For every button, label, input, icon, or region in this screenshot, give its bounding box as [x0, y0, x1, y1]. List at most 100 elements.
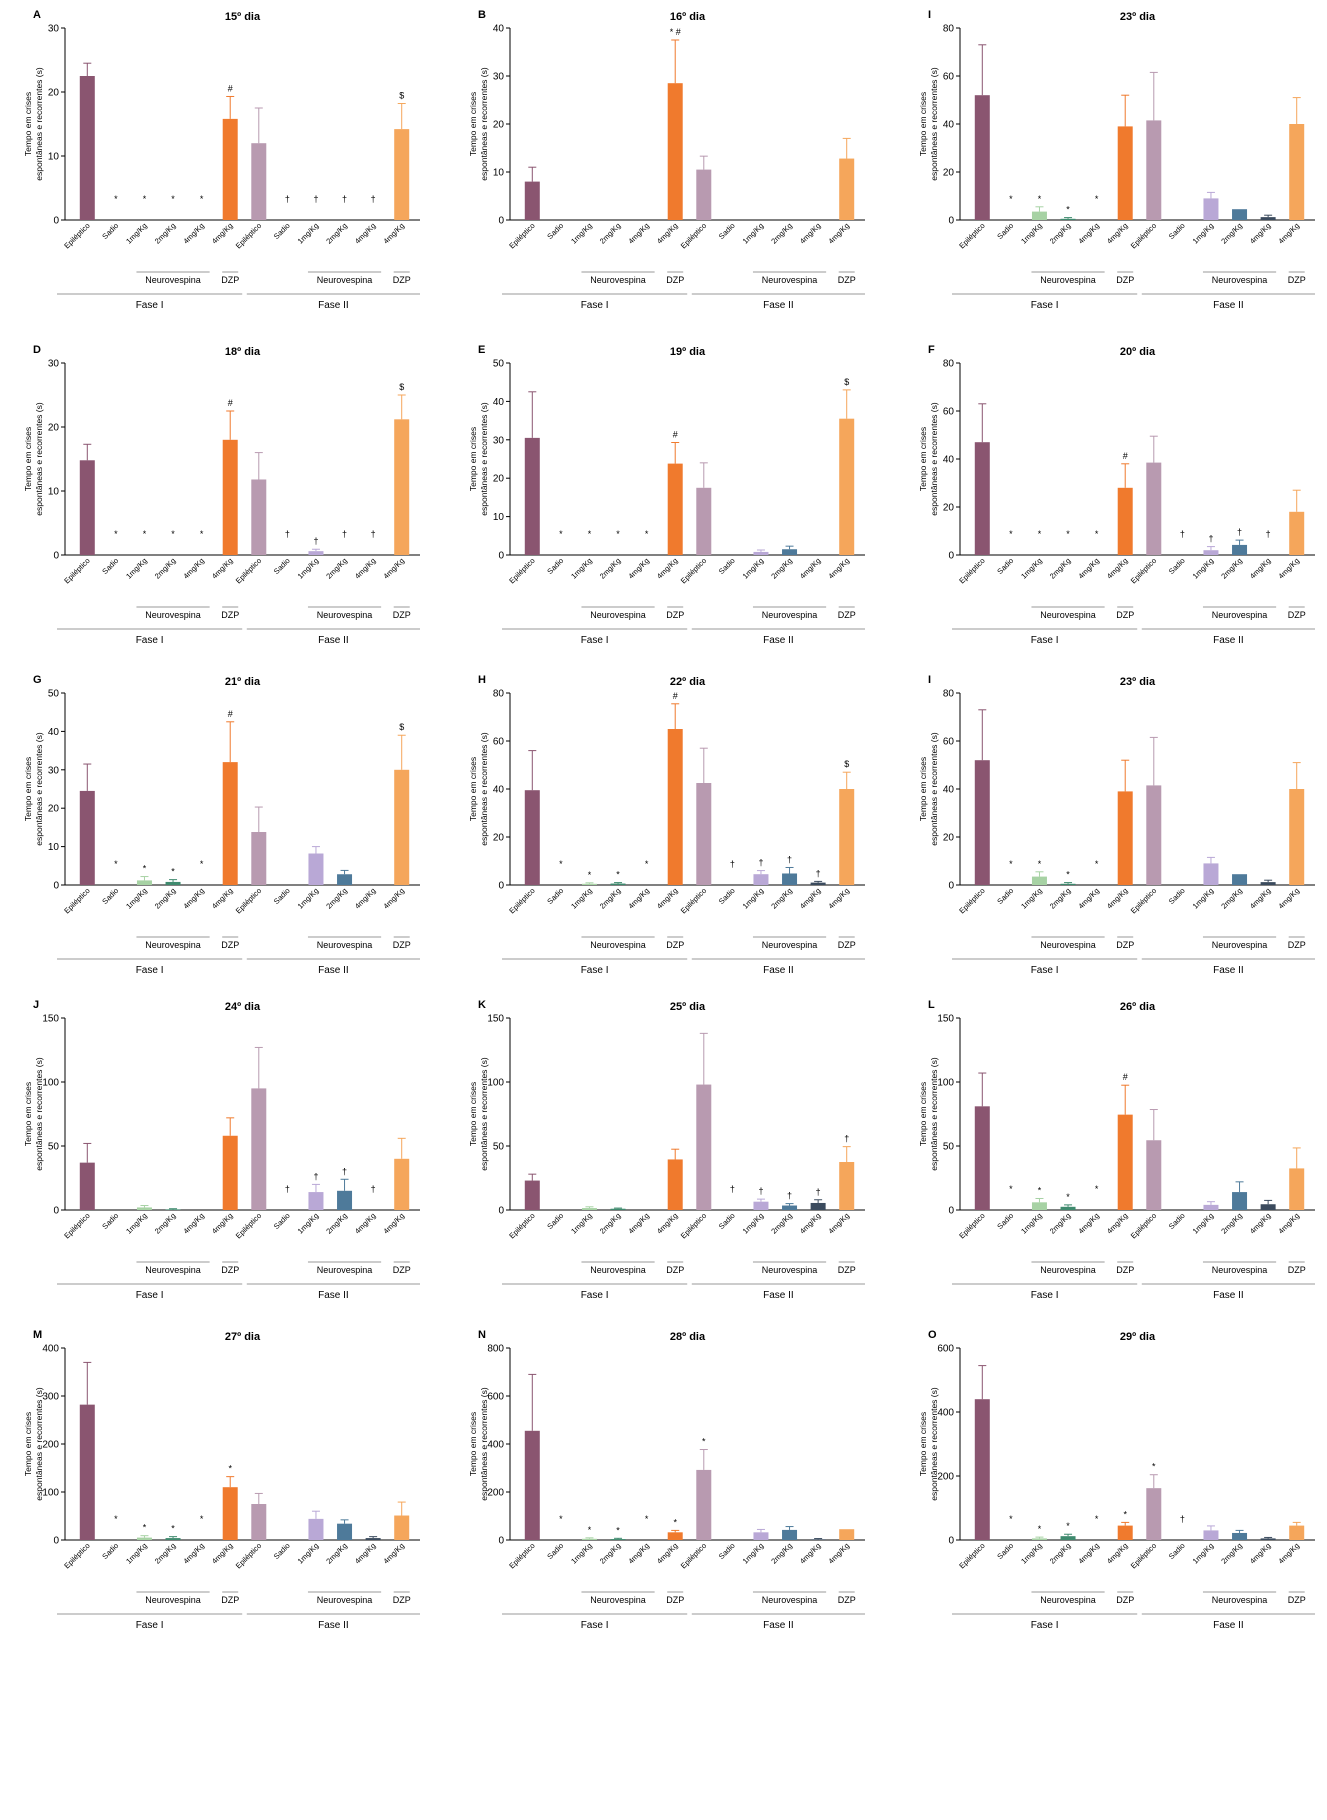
bar-2 [136, 1537, 152, 1540]
bar-5 [667, 83, 683, 220]
panel-letter: I [928, 9, 931, 21]
y-axis-label-line: espontâneas e recorrentes (s) [34, 67, 44, 181]
significance-mark: † [285, 529, 290, 539]
bar-0 [974, 442, 990, 555]
x-tick-label: 1mg/Kg [569, 1541, 594, 1566]
panel-letter: I [928, 674, 931, 686]
y-axis-label: Tempo em crisesespontâneas e recorrentes… [918, 402, 939, 516]
y-tick-label: 40 [493, 24, 505, 35]
significance-mark: † [1266, 529, 1271, 539]
panel-letter: A [33, 9, 41, 21]
x-tick-label: Sadio [995, 1211, 1015, 1231]
y-tick-label: 0 [53, 1206, 59, 1217]
x-tick-label: 4mg/Kg [1076, 221, 1101, 246]
dzp-label: DZP [838, 1265, 856, 1275]
x-tick-label: Epiléptico [234, 221, 263, 250]
significance-mark: # [228, 83, 233, 93]
y-tick-label: 30 [493, 72, 505, 83]
bar-5 [222, 1487, 238, 1540]
significance-mark: * [588, 529, 592, 539]
y-axis-label-line: Tempo em crises [23, 92, 33, 156]
y-tick-label: 0 [948, 216, 954, 227]
x-tick-label: Sadio [545, 556, 565, 576]
dzp-label: DZP [838, 275, 856, 285]
bar-0 [524, 181, 540, 220]
significance-mark: * [616, 870, 620, 880]
x-tick-label: 2mg/Kg [324, 1541, 349, 1566]
x-tick-label: 2mg/Kg [769, 1541, 794, 1566]
bar-11 [1289, 124, 1305, 220]
y-tick-label: 20 [48, 423, 60, 434]
bar-8 [1203, 198, 1219, 220]
bar-5 [222, 762, 238, 885]
significance-mark: * [1066, 529, 1070, 539]
dzp-label: DZP [1116, 1265, 1134, 1275]
y-axis-label-line: espontâneas e recorrentes (s) [34, 1057, 44, 1171]
panel-letter: O [928, 1329, 937, 1341]
y-tick-label: 0 [498, 216, 504, 227]
neurovespina-label: Neurovespina [1212, 940, 1268, 950]
panel-letter: G [33, 674, 42, 686]
dzp-label: DZP [666, 940, 684, 950]
x-tick-label: Sadio [1167, 1541, 1187, 1561]
bar-6 [251, 143, 267, 220]
y-axis-label-line: espontâneas e recorrentes (s) [479, 67, 489, 181]
bar-3 [610, 883, 626, 885]
significance-mark: * [1038, 859, 1042, 869]
chart-panel-i-8: I 23º dia 0 20 40 60 80 Tempo em crisesespontân… [918, 674, 1315, 976]
bar-0 [79, 460, 95, 555]
bar-11 [1289, 1168, 1305, 1210]
significance-mark: † [1208, 534, 1213, 544]
x-tick-label: 4mg/Kg [1248, 1211, 1273, 1236]
x-tick-label: Epiléptico [507, 556, 536, 585]
dzp-label: DZP [1288, 940, 1306, 950]
bar-11 [839, 1529, 855, 1540]
x-tick-label: 4mg/Kg [381, 886, 406, 911]
y-axis-label-line: espontâneas e recorrentes (s) [929, 1057, 939, 1171]
bar-2 [1031, 1202, 1047, 1210]
chart-panel-e-4: E 19º dia 0 10 20 30 40 50 Tempo em crisesespont… [468, 344, 865, 646]
neurovespina-label: Neurovespina [590, 610, 646, 620]
panel-letter: J [33, 999, 39, 1011]
x-tick-label: Sadio [272, 1541, 292, 1561]
bar-0 [79, 76, 95, 220]
bar-8 [753, 874, 769, 885]
x-tick-label: Epiléptico [62, 1211, 91, 1240]
y-tick-label: 200 [42, 1440, 59, 1451]
x-tick-label: 1mg/Kg [741, 221, 766, 246]
bar-0 [79, 1162, 95, 1210]
x-tick-label: Epiléptico [1129, 1541, 1158, 1570]
x-tick-label: 2mg/Kg [153, 1211, 178, 1236]
x-tick-label: 4mg/Kg [210, 221, 235, 246]
y-axis-label-line: Tempo em crises [23, 427, 33, 491]
y-axis-label: Tempo em crisesespontâneas e recorrentes… [918, 1057, 939, 1171]
bar-8 [308, 853, 324, 885]
significance-mark: * [1095, 859, 1099, 869]
bar-6 [1146, 120, 1162, 220]
y-tick-label: 50 [943, 1142, 955, 1153]
y-tick-label: 0 [498, 551, 504, 562]
neurovespina-label: Neurovespina [1212, 610, 1268, 620]
x-tick-label: 2mg/Kg [1048, 1211, 1073, 1236]
bar-0 [974, 760, 990, 885]
x-tick-label: 1mg/Kg [1191, 1541, 1216, 1566]
x-tick-label: 4mg/Kg [626, 556, 651, 581]
bar-9 [1232, 1192, 1248, 1210]
x-tick-label: 1mg/Kg [569, 221, 594, 246]
significance-mark: * [1038, 1185, 1042, 1195]
y-tick-label: 10 [48, 152, 60, 163]
x-tick-label: 4mg/Kg [655, 1541, 680, 1566]
bar-0 [524, 437, 540, 555]
neurovespina-label: Neurovespina [1040, 610, 1096, 620]
x-tick-label: 4mg/Kg [1276, 556, 1301, 581]
x-tick-label: 4mg/Kg [210, 556, 235, 581]
significance-mark: * [1066, 1192, 1070, 1202]
x-tick-label: Epiléptico [62, 1541, 91, 1570]
x-tick-label: 2mg/Kg [769, 886, 794, 911]
chart-panel-f-5: F 20º dia 0 20 40 60 80 Tempo em crisesespontân… [918, 344, 1315, 646]
y-tick-label: 100 [937, 1078, 954, 1089]
bar-6 [1146, 785, 1162, 885]
neurovespina-label: Neurovespina [1040, 940, 1096, 950]
y-tick-label: 80 [943, 24, 955, 35]
bar-11 [1289, 789, 1305, 885]
